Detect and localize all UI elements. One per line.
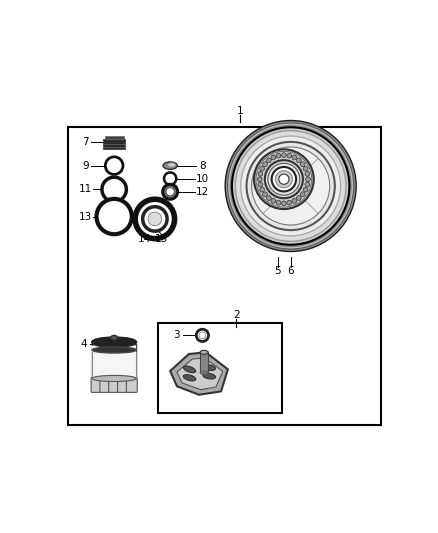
Text: 5: 5 (275, 266, 281, 276)
Circle shape (224, 120, 357, 252)
Ellipse shape (184, 366, 196, 373)
Text: 7: 7 (82, 137, 88, 147)
Circle shape (271, 199, 276, 203)
Circle shape (251, 147, 330, 225)
Circle shape (247, 142, 335, 230)
FancyBboxPatch shape (117, 377, 128, 392)
Circle shape (196, 329, 208, 342)
Text: 2: 2 (233, 310, 240, 320)
FancyBboxPatch shape (127, 377, 137, 392)
Ellipse shape (203, 373, 215, 379)
Ellipse shape (92, 375, 136, 382)
Text: 3: 3 (173, 330, 180, 341)
Circle shape (260, 187, 265, 192)
Circle shape (102, 177, 127, 201)
Ellipse shape (200, 371, 208, 374)
Circle shape (271, 155, 276, 160)
Text: 10: 10 (196, 174, 209, 183)
Circle shape (105, 157, 123, 174)
Circle shape (263, 192, 268, 197)
Circle shape (266, 196, 271, 200)
Ellipse shape (200, 350, 208, 354)
Bar (105, 136, 124, 139)
FancyBboxPatch shape (100, 377, 111, 392)
Circle shape (162, 184, 178, 199)
Bar (103, 139, 125, 149)
Circle shape (300, 192, 305, 197)
Circle shape (229, 124, 353, 248)
Text: 9: 9 (82, 160, 88, 171)
Circle shape (292, 155, 297, 160)
Ellipse shape (92, 347, 136, 353)
Ellipse shape (111, 335, 117, 340)
Ellipse shape (183, 375, 196, 381)
Bar (200, 352, 208, 373)
Circle shape (305, 172, 310, 176)
Polygon shape (177, 358, 223, 390)
Circle shape (166, 188, 174, 196)
Circle shape (282, 153, 286, 157)
Circle shape (256, 151, 312, 207)
Circle shape (226, 122, 355, 250)
Ellipse shape (92, 337, 136, 347)
Circle shape (306, 177, 311, 182)
Circle shape (282, 201, 286, 206)
Circle shape (287, 200, 292, 205)
Circle shape (96, 199, 132, 234)
Ellipse shape (203, 365, 215, 370)
Text: 15: 15 (155, 233, 168, 244)
FancyBboxPatch shape (109, 377, 120, 392)
Circle shape (276, 171, 292, 188)
Text: 4: 4 (80, 339, 87, 349)
Circle shape (258, 172, 263, 176)
Circle shape (300, 162, 305, 166)
Circle shape (266, 158, 271, 163)
Circle shape (164, 172, 176, 184)
Circle shape (305, 182, 310, 187)
Text: 14: 14 (138, 233, 152, 244)
Circle shape (292, 199, 297, 203)
Ellipse shape (163, 162, 177, 169)
Circle shape (276, 200, 281, 205)
Polygon shape (170, 352, 228, 395)
Bar (92, 344, 136, 378)
Ellipse shape (167, 163, 176, 167)
Text: 13: 13 (79, 212, 92, 222)
FancyBboxPatch shape (91, 377, 102, 392)
Circle shape (272, 167, 296, 191)
Circle shape (297, 158, 301, 163)
Circle shape (143, 207, 167, 231)
Circle shape (199, 332, 206, 339)
Circle shape (276, 154, 281, 158)
Circle shape (263, 162, 268, 166)
Circle shape (265, 160, 303, 198)
Circle shape (241, 136, 341, 236)
Circle shape (287, 154, 292, 158)
Bar (68, 127, 381, 425)
Circle shape (232, 127, 350, 245)
Circle shape (303, 187, 308, 192)
Text: 12: 12 (196, 187, 209, 197)
Circle shape (254, 149, 314, 209)
Circle shape (268, 163, 300, 195)
Circle shape (297, 196, 301, 200)
Text: 1: 1 (237, 106, 243, 116)
Text: 8: 8 (199, 160, 206, 171)
Bar (158, 324, 282, 414)
Bar (92, 345, 136, 378)
Circle shape (258, 177, 262, 182)
Text: 6: 6 (287, 266, 294, 276)
Circle shape (279, 174, 289, 184)
Circle shape (258, 182, 263, 187)
Text: 11: 11 (79, 184, 92, 195)
Circle shape (148, 212, 162, 225)
Circle shape (260, 166, 265, 171)
Circle shape (303, 166, 308, 171)
Circle shape (135, 199, 175, 239)
Circle shape (235, 131, 346, 241)
